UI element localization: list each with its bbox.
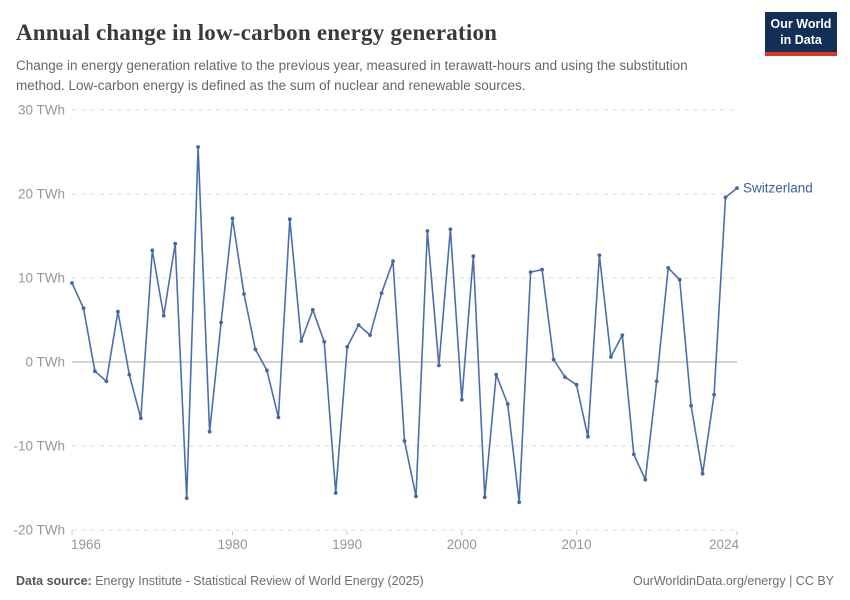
footer-credit-link[interactable]: OurWorldinData.org/energy | CC BY xyxy=(632,574,834,588)
data-point xyxy=(414,494,418,499)
data-point xyxy=(161,313,166,318)
series-entity-label: Switzerland xyxy=(743,181,813,196)
data-point xyxy=(368,333,372,337)
data-point xyxy=(574,382,579,387)
data-point xyxy=(551,357,556,362)
data-point xyxy=(437,363,441,368)
data-point xyxy=(184,496,189,500)
data-source-line: Data source: Energy Institute - Statisti… xyxy=(16,574,424,588)
data-point xyxy=(471,254,476,259)
data-point xyxy=(700,471,705,476)
data-point xyxy=(345,345,350,349)
data-point xyxy=(735,186,739,191)
y-axis-label: 30 TWh xyxy=(18,103,65,118)
x-axis-label: 2010 xyxy=(561,537,591,552)
data-point xyxy=(459,397,464,402)
data-point xyxy=(689,403,693,408)
data-point xyxy=(116,309,120,314)
data-point xyxy=(322,339,327,344)
data-point xyxy=(586,434,590,439)
owid-logo-line1: Our World xyxy=(770,16,832,31)
x-axis-label: 2024 xyxy=(709,537,740,552)
data-point xyxy=(494,372,499,377)
data-point xyxy=(310,308,315,312)
data-point xyxy=(631,452,636,457)
data-point xyxy=(127,372,132,377)
data-point xyxy=(219,320,224,325)
data-point xyxy=(253,347,258,352)
y-axis-label: 0 TWh xyxy=(25,355,65,370)
data-point xyxy=(540,267,544,272)
chart-footer: Data source: Energy Institute - Statisti… xyxy=(16,574,834,588)
data-source-text: Energy Institute - Statistical Review of… xyxy=(95,574,424,588)
x-axis-label: 2000 xyxy=(447,537,477,552)
series-line-switzerland xyxy=(71,146,738,504)
data-point xyxy=(391,259,395,264)
data-point xyxy=(677,277,682,282)
data-point xyxy=(230,216,235,221)
data-point xyxy=(333,491,338,495)
chart-subtitle: Change in energy generation relative to … xyxy=(16,58,688,94)
data-point xyxy=(265,368,269,373)
x-axis-label: 1980 xyxy=(217,537,247,552)
data-point xyxy=(104,379,109,384)
data-point xyxy=(276,415,281,420)
data-point xyxy=(173,241,178,246)
owid-logo-line2: in Data xyxy=(780,33,822,47)
data-point xyxy=(563,375,567,379)
data-point xyxy=(356,323,361,327)
data-point xyxy=(150,248,155,253)
data-point xyxy=(517,500,522,505)
y-axis-label: 20 TWh xyxy=(18,187,65,202)
data-point xyxy=(402,439,407,443)
owid-logo-red-bar xyxy=(765,52,837,56)
y-axis-label: 10 TWh xyxy=(18,271,65,286)
x-axis-label: 1990 xyxy=(332,537,362,552)
data-point xyxy=(666,266,671,270)
owid-logo[interactable]: Our World in Data xyxy=(765,12,837,56)
data-point xyxy=(138,416,143,421)
data-point xyxy=(93,369,97,374)
data-point xyxy=(712,392,716,397)
data-point xyxy=(609,355,613,359)
data-point xyxy=(70,281,74,285)
data-point xyxy=(482,495,487,500)
data-point xyxy=(528,270,533,274)
data-point xyxy=(643,477,648,482)
data-point xyxy=(207,429,212,434)
data-point xyxy=(299,339,304,343)
data-point xyxy=(654,379,659,384)
data-point xyxy=(448,227,453,232)
owid-logo-box: Our World in Data xyxy=(765,12,837,52)
data-source-label: Data source: xyxy=(16,574,92,588)
data-point xyxy=(620,333,625,337)
data-point xyxy=(287,217,292,222)
x-axis-label: 1966 xyxy=(71,537,101,552)
y-axis-label: -20 TWh xyxy=(13,523,65,538)
data-point xyxy=(196,145,201,149)
data-point xyxy=(505,402,510,406)
page-title: Annual change in low-carbon energy gener… xyxy=(16,20,498,45)
data-point xyxy=(379,291,384,295)
data-point xyxy=(425,229,430,233)
data-point xyxy=(723,195,728,200)
y-axis-label: -10 TWh xyxy=(13,439,65,454)
data-point xyxy=(242,292,246,296)
data-point xyxy=(81,306,86,311)
data-point xyxy=(597,253,602,258)
